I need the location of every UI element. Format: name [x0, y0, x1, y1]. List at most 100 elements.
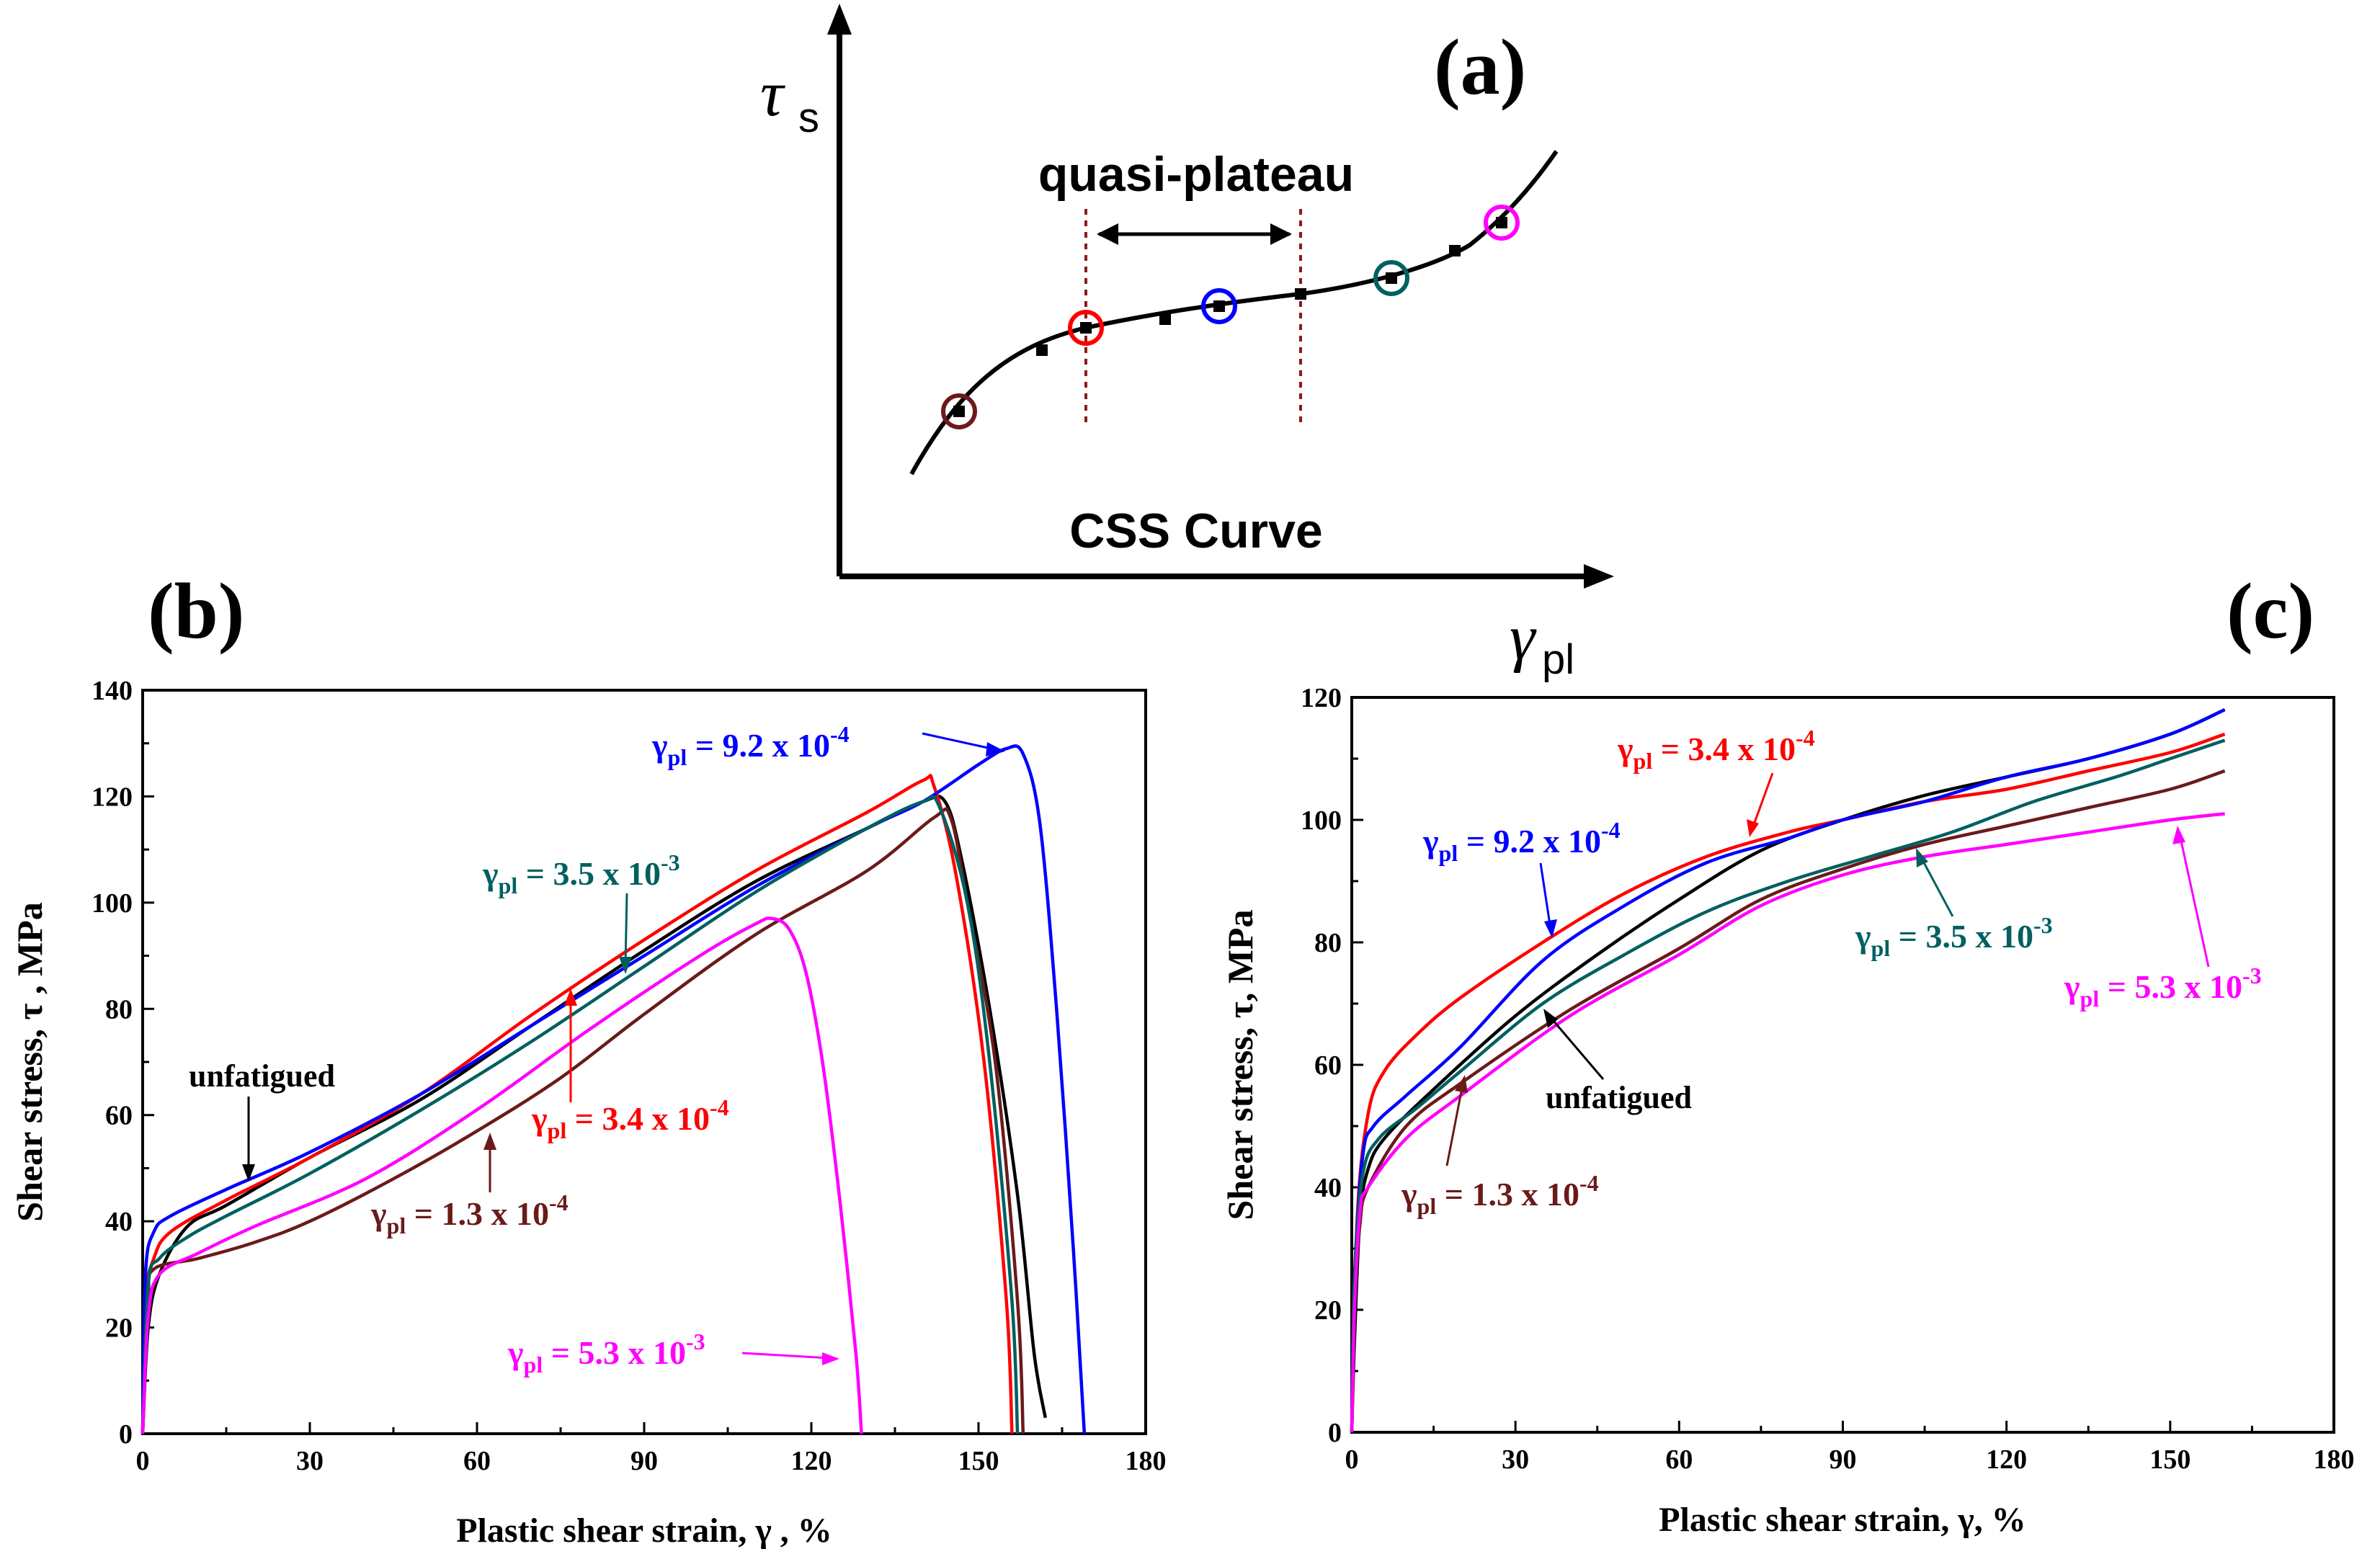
panel-c-y-tick-label: 60 [1314, 1050, 1342, 1081]
annotation-value: 3.4 x 10 [1688, 731, 1796, 767]
panel-c-annotation-3-4e-4: γpl = 3.4 x 10-4 [1617, 725, 1815, 837]
panel-b-y-axis-title: Shear stress, τ , MPa [9, 902, 50, 1221]
panel-c-x-tick-label: 90 [1829, 1445, 1857, 1475]
gamma-symbol: γpl = 3.5 x 10-3 [1855, 912, 2053, 961]
panel-b-annotation-5-3e-3: γpl = 5.3 x 10-3 [507, 1329, 839, 1378]
panel-c-series [1350, 707, 2226, 1433]
panel-c-x-tick-label: 30 [1502, 1445, 1529, 1475]
panel-c-x-tick-label: 60 [1665, 1445, 1693, 1475]
panel-b-annotation-9-2e-4: γpl = 9.2 x 10-4 [651, 721, 1005, 770]
annotation-value: 3.4 x 10 [602, 1100, 710, 1137]
css-marker [1036, 344, 1048, 356]
annotation-leader [624, 893, 628, 966]
annotation-leader [2178, 834, 2210, 968]
panel-b-x-tick-label: 180 [1126, 1446, 1167, 1476]
annotation-leader [1548, 1015, 1605, 1080]
annotation-arrowhead [822, 1352, 839, 1365]
css-marker [1295, 288, 1306, 300]
panel-b-annotation-3-4e-4: γpl = 3.4 x 10-4 [531, 988, 729, 1143]
gamma-symbol: γpl = 5.3 x 10-3 [507, 1329, 705, 1378]
annotation-exponent: -3 [2033, 912, 2053, 938]
annotation-arrowhead [564, 988, 577, 1006]
annotation-value: 5.3 x 10 [2134, 968, 2242, 1005]
annotation-leader [1751, 772, 1774, 829]
css-highlight-circles [941, 205, 1520, 429]
annotation-exponent: -4 [1796, 725, 1815, 751]
gamma-symbol: γpl = 3.5 x 10-3 [482, 849, 680, 898]
panel-c-series--pl-1-3-x-10-4 [1350, 769, 2226, 1433]
annotation-leader [1919, 855, 1954, 917]
css-highlight-circle [1201, 288, 1237, 324]
annotation-leader [1539, 862, 1552, 930]
tau-s-symbol: τ [760, 58, 785, 130]
gamma-pl-symbol: γ [1510, 602, 1537, 674]
panel-c-y-tick-label: 80 [1314, 928, 1342, 958]
annotation-leader [922, 732, 995, 751]
annotation-exponent: -4 [549, 1189, 569, 1215]
annotation-arrowhead [1543, 1009, 1558, 1028]
annotation-exponent: -3 [661, 849, 680, 875]
panel-b-y-tick-label: 100 [92, 888, 133, 919]
panel-c-annotation-unfatigued: unfatigued [1543, 1009, 1692, 1115]
annotation-exponent: -4 [710, 1094, 729, 1120]
gamma-pl-subscript: pl [1542, 636, 1574, 683]
panel-c-y-tick-label: 120 [1301, 683, 1342, 713]
panel-b-axes: 0 30 60 90 120 150 180 0 20 40 60 80 100 120 140 [92, 676, 1167, 1476]
gamma-symbol: γpl = 5.3 x 10-3 [2064, 963, 2262, 1012]
gamma-symbol: γpl = 1.3 x 10-4 [1401, 1170, 1599, 1219]
panel-b-series--pl-1-3-x-10-4 [141, 807, 1025, 1434]
panel-b: (b) 0 30 60 90 120 150 180 0 20 40 60 80 100 120 140 P… [9, 567, 1167, 1550]
panel-c-label: (c) [2227, 567, 2314, 655]
annotation-arrowhead [1747, 819, 1759, 837]
panel-c-series--pl-3-5-x-10-3 [1350, 738, 2226, 1433]
gamma-symbol: γpl = 9.2 x 10-4 [651, 721, 850, 770]
annotation-arrowhead [2172, 826, 2185, 844]
panel-c: (c) 0 30 60 90 120 150 180 0 20 40 60 80 100 120 Plas… [1220, 567, 2355, 1539]
css-marker [1213, 300, 1225, 312]
panel-b-label: (b) [148, 567, 244, 655]
annotation-arrowhead [986, 742, 1005, 756]
panel-c-y-tick-label: 20 [1314, 1295, 1342, 1326]
panel-c-x-axis-title: Plastic shear strain, γ, % [1659, 1501, 2026, 1539]
css-marker [1080, 322, 1092, 334]
panel-b-y-tick-label: 40 [105, 1207, 133, 1237]
css-marker [1159, 313, 1171, 325]
css-marker [1496, 217, 1507, 228]
panel-c-series-unfatigued [1350, 707, 2226, 1433]
panel-c-x-tick-label: 150 [2149, 1445, 2190, 1475]
panel-b-y-tick-label: 80 [105, 994, 133, 1024]
panel-b-x-tick-label: 0 [136, 1446, 150, 1476]
css-highlight-circle [1068, 310, 1104, 346]
gamma-symbol: γpl = 3.4 x 10-4 [531, 1094, 729, 1143]
annotation-arrowhead [1544, 919, 1557, 938]
annotation-leader [741, 1352, 829, 1360]
panel-a-y-arrowhead [827, 4, 852, 35]
panel-c-series--pl-9-2-x-10-4 [1350, 707, 2226, 1433]
annotation-exponent: -3 [2242, 963, 2262, 988]
panel-b-x-tick-label: 90 [630, 1446, 658, 1476]
panel-c-series--pl-5-3-x-10-3 [1350, 812, 2225, 1433]
annotation-value: 3.5 x 10 [1925, 918, 2033, 955]
panel-c-annotation-5-3e-3: γpl = 5.3 x 10-3 [2064, 826, 2262, 1012]
css-highlight-circle [1373, 260, 1409, 296]
panel-b-x-axis-title: Plastic shear strain, γ , % [456, 1512, 832, 1550]
panel-c-axes: 0 30 60 90 120 150 180 0 20 40 60 80 100 120 [1301, 683, 2355, 1475]
panel-b-x-tick-label: 120 [791, 1446, 832, 1476]
annotation-exponent: -4 [1579, 1170, 1599, 1196]
annotation-arrowhead [483, 1133, 496, 1150]
panel-a: (a) τ s γ pl quasi-plateau CSS [760, 4, 1614, 683]
gamma-symbol: γpl = 9.2 x 10-4 [1422, 817, 1621, 866]
panel-b-series--pl-3-5-x-10-3 [141, 795, 1020, 1434]
annotation-arrowhead [1916, 848, 1928, 867]
panel-b-y-tick-label: 60 [105, 1101, 133, 1131]
panel-b-y-tick-label: 140 [92, 676, 133, 706]
panel-b-series-unfatigued [141, 795, 1048, 1434]
annotation-value: 1.3 x 10 [441, 1195, 549, 1232]
annotation-arrowhead [242, 1164, 255, 1182]
panel-a-x-arrowhead [1584, 564, 1614, 589]
panel-c-y-tick-label: 100 [1301, 805, 1342, 836]
css-curve-label: CSS Curve [1069, 504, 1322, 558]
panel-c-x-tick-label: 180 [2314, 1445, 2355, 1475]
annotation-value: 3.5 x 10 [553, 855, 661, 892]
